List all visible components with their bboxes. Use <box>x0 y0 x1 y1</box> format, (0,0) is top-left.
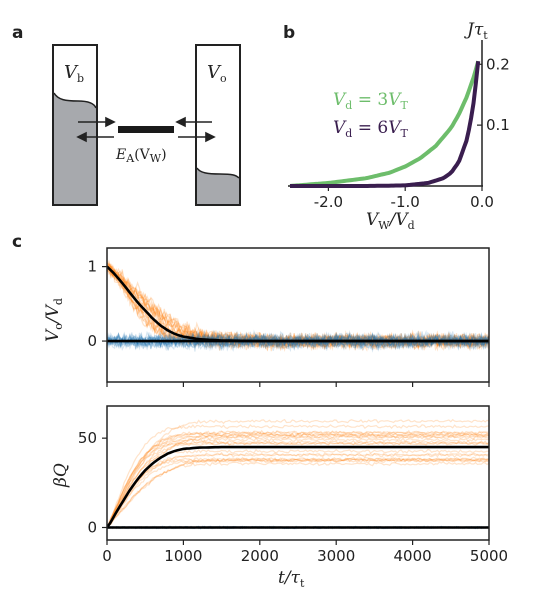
c-bottom-orange-trajectory <box>107 437 489 528</box>
c-bottom-orange-trajectory <box>107 461 489 529</box>
right-fermi-edge <box>196 167 240 179</box>
left-fermi-edge <box>53 92 97 109</box>
c-bottom-x-axis-label: t/τt <box>278 568 305 590</box>
c-bottom-mean-line-0 <box>107 445 489 529</box>
c-bottom-x-tick-label: 2000 <box>241 547 279 565</box>
c-bottom-orange-trajectory <box>107 434 489 527</box>
b-series-line-1 <box>290 60 481 188</box>
c-bottom-orange-trajectory <box>107 435 489 528</box>
c-bottom-orange-trajectory <box>107 452 489 528</box>
c-bottom-orange-trajectory <box>107 430 489 529</box>
left-electrode-fill <box>54 93 96 204</box>
c-bottom-y-tick-label: 0 <box>87 518 97 536</box>
c-top-orange-trajectory <box>107 263 489 352</box>
c-bottom-orange-trajectory <box>107 418 489 528</box>
arrow-right-in-head <box>175 116 186 128</box>
c-bottom-x-tick-label: 1000 <box>164 547 202 565</box>
c-bottom-orange-trajectory <box>107 456 489 529</box>
panel-a-schematic: Vb Vo EA(VW) <box>52 44 241 206</box>
b-x-axis-label: VW/Vd <box>366 210 415 232</box>
b-legend-3vt: Vd = 3VT <box>333 90 408 112</box>
arrow-left-in-head <box>105 116 116 128</box>
right-electrode-fill <box>197 168 239 204</box>
c-bottom-orange-trajectory <box>107 439 489 528</box>
c-bottom-orange-trajectory <box>107 451 489 529</box>
left-box-label: Vb <box>64 62 84 85</box>
c-bottom-orange-trajectory <box>107 429 489 529</box>
panel-b-chart: -2.0 -1.0 0.0 0.1 0.2 VW/Vd Jτt Vd = 3VT Vd = 6V… <box>288 20 510 232</box>
panel-c-bottom-chart: 0 1000 2000 3000 4000 5000 0 50 βQ t/τt <box>51 405 508 590</box>
c-bottom-x-tick-label: 0 <box>102 547 112 565</box>
c-top-orange-trajectory <box>107 263 489 349</box>
c-bottom-x-tick-label: 4000 <box>394 547 432 565</box>
c-bottom-orange-trajectory <box>107 458 489 528</box>
c-top-blue-trajectory <box>107 329 489 350</box>
c-top-orange-trajectory <box>107 264 489 351</box>
dot-level <box>118 126 174 133</box>
c-top-orange-trajectory <box>107 266 489 352</box>
panel-label-c: c <box>12 232 22 252</box>
c-top-orange-trajectory <box>107 265 489 350</box>
c-top-y-axis-label: Vo/Vd <box>43 298 65 342</box>
b-y-tick-label: 0.1 <box>486 116 510 134</box>
c-bottom-frame <box>106 405 490 541</box>
b-x-tick-label: 0.0 <box>470 193 494 211</box>
panel-c-top-chart: 0 1 Vo/Vd <box>43 247 490 387</box>
panel-label-b: b <box>283 23 295 43</box>
level-label: EA(VW) <box>115 147 167 165</box>
c-top-orange-trajectory <box>107 265 489 352</box>
c-bottom-y-tick-label: 50 <box>78 429 97 447</box>
c-bottom-x-tick-label: 5000 <box>470 547 508 565</box>
panel-label-a: a <box>12 23 23 43</box>
b-y-tick-label: 0.2 <box>486 55 510 73</box>
c-top-blue-trajectory <box>107 331 489 351</box>
c-bottom-x-tick-label: 3000 <box>317 547 355 565</box>
c-top-blue-trajectory <box>107 329 489 351</box>
c-top-blue-trajectory <box>107 331 489 352</box>
c-bottom-y-axis-label: βQ <box>51 463 71 488</box>
c-top-frame <box>106 247 490 383</box>
arrow-left-out-head <box>76 131 87 143</box>
c-top-orange-trajectory <box>107 262 489 352</box>
b-y-axis-label: Jτt <box>464 20 488 42</box>
c-bottom-orange-trajectory <box>107 439 489 529</box>
c-bottom-orange-trajectory <box>107 457 489 528</box>
c-bottom-orange-trajectory <box>107 457 489 528</box>
c-bottom-orange-trajectory <box>107 431 489 527</box>
c-top-y-tick-label: 0 <box>87 332 97 350</box>
b-series-line-0 <box>289 60 481 188</box>
c-bottom-orange-trajectory <box>107 424 489 528</box>
c-top-blue-trajectory <box>107 331 489 352</box>
c-bottom-plot-area <box>107 418 489 530</box>
c-top-orange-trajectory <box>107 262 489 352</box>
c-bottom-orange-trajectory <box>107 432 489 528</box>
b-x-tick-label: -2.0 <box>314 193 343 211</box>
c-bottom-orange-trajectory <box>107 456 489 528</box>
c-top-plot-area <box>107 259 489 353</box>
c-bottom-orange-trajectory <box>107 432 489 529</box>
c-bottom-orange-trajectory <box>107 441 489 528</box>
c-top-y-tick-label: 1 <box>87 258 97 276</box>
b-legend-6vt: Vd = 6VT <box>333 118 408 140</box>
c-top-orange-trajectory <box>107 265 489 352</box>
b-x-tick-label: -1.0 <box>391 193 420 211</box>
right-box-label: Vo <box>207 62 227 85</box>
arrow-right-out-head <box>205 131 216 143</box>
